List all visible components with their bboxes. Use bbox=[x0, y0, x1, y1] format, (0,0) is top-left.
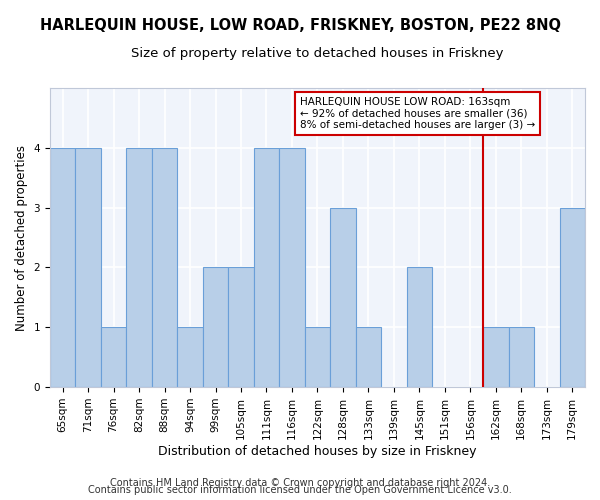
Bar bbox=[228, 268, 254, 387]
Bar bbox=[560, 208, 585, 387]
Text: HARLEQUIN HOUSE, LOW ROAD, FRISKNEY, BOSTON, PE22 8NQ: HARLEQUIN HOUSE, LOW ROAD, FRISKNEY, BOS… bbox=[40, 18, 560, 32]
Y-axis label: Number of detached properties: Number of detached properties bbox=[15, 144, 28, 330]
Bar bbox=[50, 148, 76, 387]
Bar bbox=[330, 208, 356, 387]
Text: Contains HM Land Registry data © Crown copyright and database right 2024.: Contains HM Land Registry data © Crown c… bbox=[110, 478, 490, 488]
Text: Contains public sector information licensed under the Open Government Licence v3: Contains public sector information licen… bbox=[88, 485, 512, 495]
Bar bbox=[254, 148, 279, 387]
Bar bbox=[509, 328, 534, 387]
Bar bbox=[152, 148, 178, 387]
Bar bbox=[356, 328, 381, 387]
Bar bbox=[483, 328, 509, 387]
Bar bbox=[305, 328, 330, 387]
Text: HARLEQUIN HOUSE LOW ROAD: 163sqm
← 92% of detached houses are smaller (36)
8% of: HARLEQUIN HOUSE LOW ROAD: 163sqm ← 92% o… bbox=[299, 97, 535, 130]
Bar bbox=[279, 148, 305, 387]
Bar bbox=[203, 268, 228, 387]
Bar bbox=[101, 328, 127, 387]
X-axis label: Distribution of detached houses by size in Friskney: Distribution of detached houses by size … bbox=[158, 444, 477, 458]
Bar bbox=[76, 148, 101, 387]
Bar bbox=[407, 268, 432, 387]
Title: Size of property relative to detached houses in Friskney: Size of property relative to detached ho… bbox=[131, 48, 504, 60]
Bar bbox=[127, 148, 152, 387]
Bar bbox=[178, 328, 203, 387]
